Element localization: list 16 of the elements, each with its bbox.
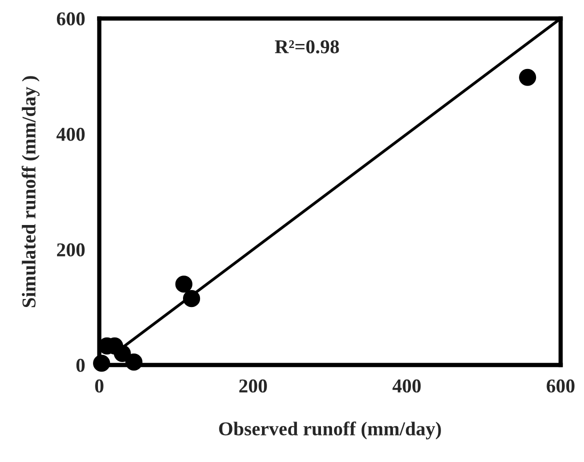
y-tick-label: 200	[57, 243, 85, 256]
y-tick-label: 600	[56, 12, 85, 26]
y-tick-label: 0	[76, 358, 85, 372]
point	[183, 290, 200, 308]
x-tick-label: 400	[392, 379, 421, 393]
x-tick-label: 200	[239, 379, 267, 393]
y-axis-title: Simulated runoff (mm/day )	[22, 76, 40, 308]
point	[125, 354, 142, 371]
point	[93, 354, 110, 372]
x-tick-label: 600	[546, 379, 574, 393]
annotation: R²=0.98	[274, 40, 339, 54]
x-axis-title: Observed runoff (mm/day)	[219, 422, 441, 440]
x-tick-label: 0	[95, 379, 104, 393]
y-tick-label: 400	[56, 128, 85, 141]
point	[519, 68, 536, 86]
point	[175, 276, 192, 293]
